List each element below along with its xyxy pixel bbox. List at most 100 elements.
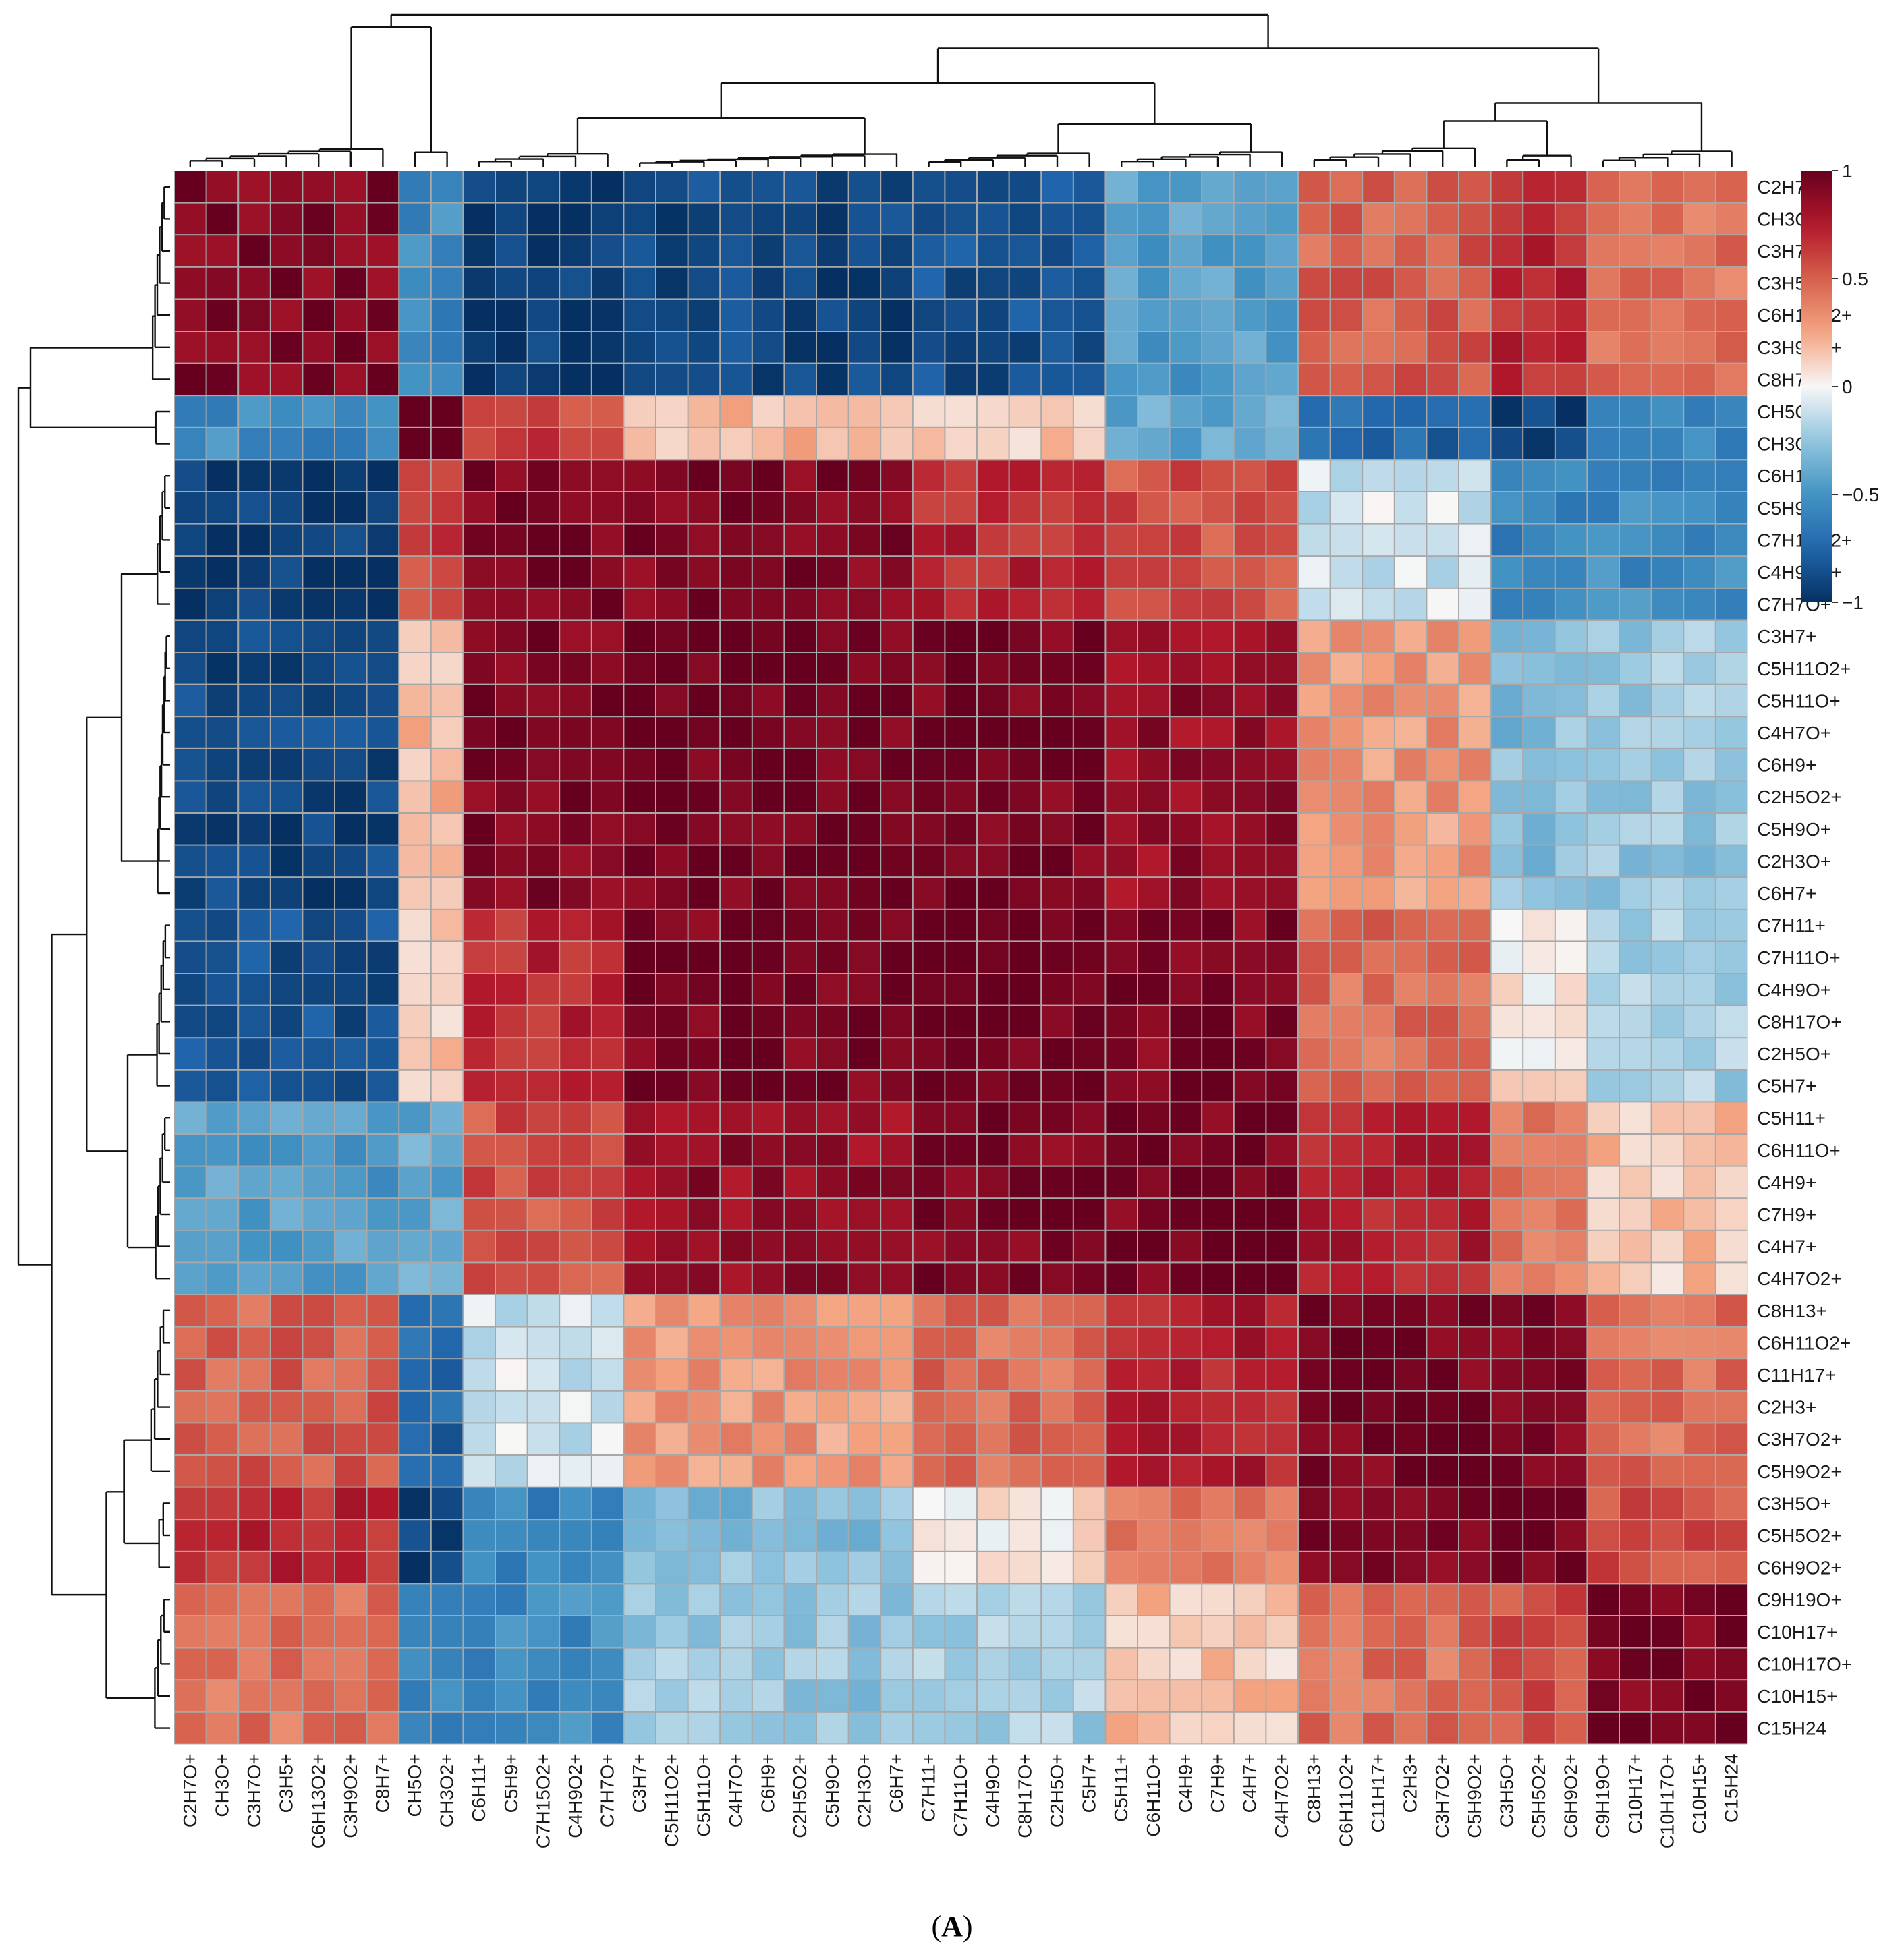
heatmap-cell xyxy=(1363,653,1394,684)
heatmap-cell xyxy=(721,1327,752,1359)
heatmap-cell xyxy=(303,1616,334,1647)
heatmap-cell xyxy=(913,588,945,620)
heatmap-cell xyxy=(1170,749,1202,781)
heatmap-cell xyxy=(1138,1552,1169,1583)
heatmap-cell xyxy=(945,1584,976,1615)
heatmap-cell xyxy=(721,524,752,556)
heatmap-cell xyxy=(1234,1038,1266,1069)
heatmap-cell xyxy=(560,1552,591,1583)
heatmap-cell xyxy=(1652,1391,1683,1423)
heatmap-cell xyxy=(303,267,334,299)
heatmap-cell xyxy=(1138,621,1169,652)
heatmap-cell xyxy=(1266,300,1297,331)
heatmap-cell xyxy=(1234,1295,1266,1326)
heatmap-cell xyxy=(1009,1456,1041,1487)
row-label: C2H5O2+ xyxy=(1757,787,1841,807)
heatmap-cell xyxy=(1009,1680,1041,1711)
heatmap-cell xyxy=(1009,717,1041,748)
heatmap-cell xyxy=(785,1295,816,1326)
heatmap-cell xyxy=(464,1391,495,1423)
heatmap-cell xyxy=(978,781,1009,812)
heatmap-cell xyxy=(688,1359,720,1390)
heatmap-cell xyxy=(688,203,720,235)
heatmap-cell xyxy=(206,1520,238,1551)
heatmap-cell xyxy=(688,1584,720,1615)
heatmap-cell xyxy=(624,557,655,588)
heatmap-cell xyxy=(1363,1327,1394,1359)
heatmap-cell xyxy=(817,1616,848,1647)
heatmap-cell xyxy=(1427,1263,1458,1294)
heatmap-cell xyxy=(1299,1520,1330,1551)
heatmap-cell xyxy=(175,685,206,716)
heatmap-cell xyxy=(624,1038,655,1069)
heatmap-cell xyxy=(785,1584,816,1615)
column-label: C3H5+ xyxy=(276,1753,297,1813)
heatmap-cell xyxy=(239,781,270,812)
heatmap-cell xyxy=(1363,1038,1394,1069)
heatmap-cell xyxy=(367,203,399,235)
column-label: C6H11+ xyxy=(468,1753,489,1821)
row-label: C7H11+ xyxy=(1757,915,1825,936)
heatmap-cell xyxy=(1395,1230,1426,1262)
heatmap-cell xyxy=(1266,396,1297,427)
heatmap-cell xyxy=(1202,1038,1233,1069)
column-label: C7H11+ xyxy=(918,1753,939,1821)
heatmap-cell xyxy=(1009,1616,1041,1647)
heatmap-cell xyxy=(1234,1359,1266,1390)
heatmap-cell xyxy=(1299,1616,1330,1647)
heatmap-cell xyxy=(528,845,559,877)
heatmap-cell xyxy=(945,1006,976,1038)
heatmap-cell xyxy=(1684,942,1715,973)
heatmap-cell xyxy=(721,1006,752,1038)
heatmap-cell xyxy=(1073,1423,1105,1454)
heatmap-cell xyxy=(1684,171,1715,202)
heatmap-cell xyxy=(978,1680,1009,1711)
heatmap-cell xyxy=(1427,1166,1458,1198)
column-label: C7H7O+ xyxy=(597,1753,618,1827)
heatmap-cell xyxy=(1106,332,1137,363)
heatmap-cell xyxy=(1331,1391,1362,1423)
heatmap-cell xyxy=(303,909,334,941)
heatmap-cell xyxy=(1299,717,1330,748)
heatmap-cell xyxy=(978,492,1009,523)
heatmap-cell xyxy=(656,717,688,748)
heatmap-cell xyxy=(1459,1199,1490,1230)
heatmap-cell xyxy=(399,1456,430,1487)
heatmap-cell xyxy=(1459,364,1490,395)
heatmap-cell xyxy=(175,1102,206,1133)
heatmap-cell xyxy=(1555,364,1587,395)
heatmap-cell xyxy=(560,396,591,427)
heatmap-cell xyxy=(1555,235,1587,266)
heatmap-cell xyxy=(752,524,784,556)
heatmap-cell xyxy=(206,364,238,395)
heatmap-cell xyxy=(1684,845,1715,877)
heatmap-cell xyxy=(752,1423,784,1454)
heatmap-cell xyxy=(1170,621,1202,652)
heatmap-cell xyxy=(785,942,816,973)
row-label: C5H11O+ xyxy=(1757,690,1840,711)
heatmap-cell xyxy=(399,1712,430,1744)
heatmap-cell xyxy=(785,878,816,909)
heatmap-cell xyxy=(271,1166,302,1198)
legend-tick-label: 0 xyxy=(1842,376,1853,397)
heatmap-cell xyxy=(271,171,302,202)
heatmap-cell xyxy=(849,588,880,620)
row-label: C5H7+ xyxy=(1757,1076,1816,1097)
heatmap-cell xyxy=(1042,1070,1073,1102)
heatmap-cell xyxy=(399,460,430,491)
heatmap-cell xyxy=(978,814,1009,845)
heatmap-cell xyxy=(1138,1423,1169,1454)
heatmap-cell xyxy=(592,1680,623,1711)
heatmap-cell xyxy=(1234,942,1266,973)
heatmap-cell xyxy=(1427,1648,1458,1680)
heatmap-cell xyxy=(817,1166,848,1198)
heatmap-cell xyxy=(1073,171,1105,202)
heatmap-cell xyxy=(1299,878,1330,909)
heatmap-cell xyxy=(464,396,495,427)
heatmap-cell xyxy=(1427,845,1458,877)
heatmap-cell xyxy=(1363,1070,1394,1102)
heatmap-cell xyxy=(1170,1712,1202,1744)
heatmap-cell xyxy=(1459,845,1490,877)
heatmap-cell xyxy=(913,1423,945,1454)
heatmap-cell xyxy=(399,396,430,427)
